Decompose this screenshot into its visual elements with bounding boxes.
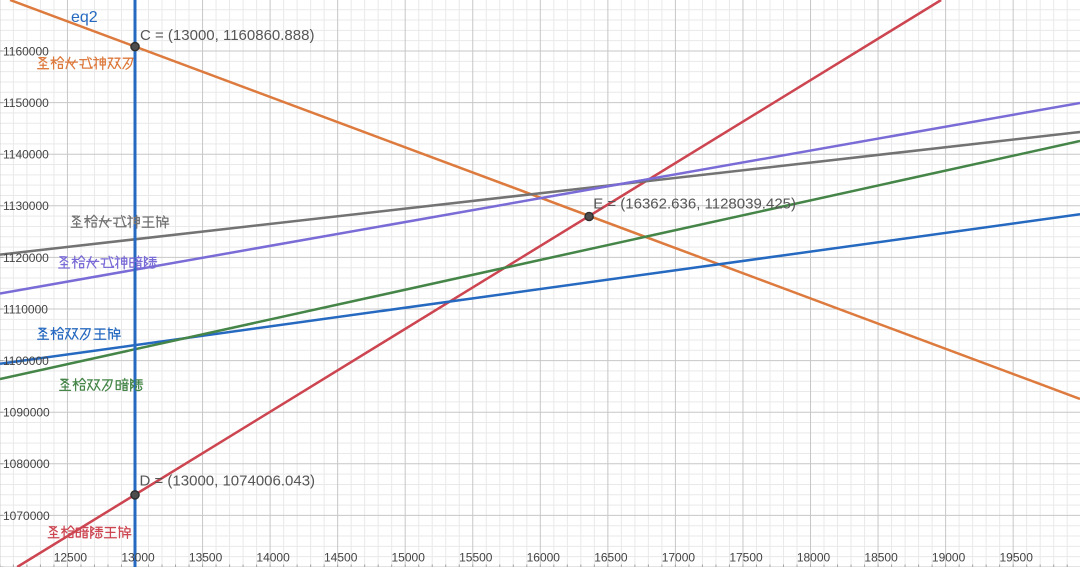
svg-text:14500: 14500 bbox=[324, 551, 358, 565]
svg-text:1150000: 1150000 bbox=[3, 96, 49, 110]
svg-text:13500: 13500 bbox=[189, 551, 223, 565]
svg-text:13000: 13000 bbox=[121, 551, 155, 565]
svg-text:12500: 12500 bbox=[54, 551, 88, 565]
svg-text:16500: 16500 bbox=[594, 551, 628, 565]
svg-text:15000: 15000 bbox=[392, 551, 426, 565]
svg-text:1070000: 1070000 bbox=[3, 509, 50, 523]
svg-text:1110000: 1110000 bbox=[3, 302, 48, 316]
svg-text:19500: 19500 bbox=[1000, 551, 1034, 565]
svg-text:1120000: 1120000 bbox=[3, 251, 49, 265]
svg-text:14000: 14000 bbox=[256, 551, 290, 565]
svg-text:1100000: 1100000 bbox=[3, 354, 49, 368]
svg-text:15500: 15500 bbox=[459, 551, 493, 565]
svg-text:E = (16362.636, 1128039.425): E = (16362.636, 1128039.425) bbox=[593, 195, 796, 212]
svg-text:1130000: 1130000 bbox=[3, 199, 49, 213]
svg-text:17500: 17500 bbox=[729, 551, 763, 565]
svg-text:17000: 17000 bbox=[662, 551, 696, 565]
svg-text:eq2: eq2 bbox=[71, 9, 98, 26]
svg-text:D = (13000, 1074006.043): D = (13000, 1074006.043) bbox=[140, 473, 316, 490]
svg-text:16000: 16000 bbox=[527, 551, 561, 565]
svg-text:1140000: 1140000 bbox=[3, 148, 49, 162]
svg-text:1080000: 1080000 bbox=[3, 457, 50, 471]
svg-text:19000: 19000 bbox=[932, 551, 966, 565]
svg-text:18000: 18000 bbox=[797, 551, 831, 565]
svg-text:18500: 18500 bbox=[864, 551, 898, 565]
svg-text:C = (13000, 1160860.888): C = (13000, 1160860.888) bbox=[140, 27, 314, 44]
svg-text:1160000: 1160000 bbox=[3, 44, 49, 58]
svg-text:1090000: 1090000 bbox=[3, 406, 50, 420]
